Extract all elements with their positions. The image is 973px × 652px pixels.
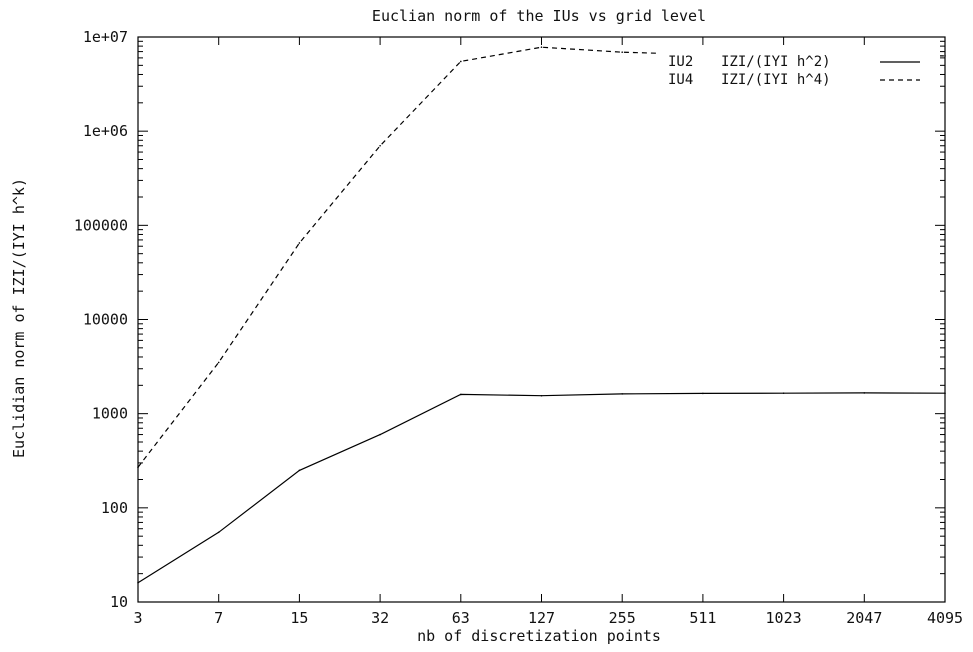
series-lines bbox=[137, 46, 946, 584]
x-tick-label: 4095 bbox=[927, 609, 963, 627]
data-point-iu2 bbox=[944, 392, 946, 394]
y-tick-label: 1e+07 bbox=[83, 28, 128, 46]
data-point-iu2 bbox=[217, 531, 220, 534]
data-point-iu4 bbox=[379, 144, 381, 147]
x-tick-label: 1023 bbox=[766, 609, 802, 627]
y-tick-label: 1000 bbox=[92, 405, 128, 423]
x-tick-label: 2047 bbox=[846, 609, 882, 627]
legend-background bbox=[658, 50, 940, 94]
data-point-iu2 bbox=[460, 393, 462, 396]
y-axis-label: Euclidian norm of IZI/(IYI h^k) bbox=[10, 178, 28, 458]
legend-series-name: IU2 bbox=[668, 54, 693, 70]
data-point-iu4 bbox=[460, 60, 462, 63]
x-tick-label: 15 bbox=[290, 609, 308, 627]
data-point-iu4 bbox=[217, 361, 220, 364]
legend-series-label: IZI/(IYI h^2) bbox=[721, 54, 831, 70]
x-tick-label: 32 bbox=[371, 609, 389, 627]
data-point-iu2 bbox=[298, 469, 301, 472]
series-line-iu4 bbox=[137, 46, 945, 468]
legend-series-label: IZI/(IYI h^4) bbox=[721, 72, 831, 88]
tick-marks bbox=[137, 36, 946, 603]
data-point-iu4 bbox=[137, 466, 139, 469]
y-tick-label: 10 bbox=[110, 593, 128, 611]
legend: IU2 IZI/(IYI h^2) IU4 IZI/(IYI h^4) bbox=[658, 50, 940, 94]
data-point-iu2 bbox=[137, 581, 139, 584]
data-point-iu4 bbox=[944, 55, 946, 57]
chart-title: Euclian norm of the IUs vs grid level bbox=[372, 7, 706, 25]
x-tick-label: 511 bbox=[689, 609, 716, 627]
data-point-iu4 bbox=[621, 51, 623, 53]
y-tick-label: 1e+06 bbox=[83, 122, 128, 140]
series-line-iu2 bbox=[137, 392, 946, 584]
plot-frame bbox=[137, 36, 946, 603]
y-tick-label: 100000 bbox=[74, 216, 128, 234]
y-tick-label: 100 bbox=[101, 499, 128, 517]
data-point-iu2 bbox=[621, 393, 623, 395]
data-point-iu2 bbox=[782, 392, 785, 394]
data-point-iu2 bbox=[863, 392, 866, 394]
data-point-iu4 bbox=[298, 242, 301, 244]
x-tick-label: 127 bbox=[528, 609, 555, 627]
x-tick-label: 255 bbox=[609, 609, 636, 627]
data-point-iu2 bbox=[540, 394, 543, 397]
x-tick-labels: 3 7 15 32 63 127 255 511 1023 2047 4095 bbox=[133, 609, 963, 627]
y-tick-labels: 10 100 1000 10000 100000 1e+06 1e+07 bbox=[74, 28, 128, 611]
x-axis-label: nb of discretization points bbox=[417, 627, 661, 645]
x-tick-label: 3 bbox=[133, 609, 142, 627]
y-tick-label: 10000 bbox=[83, 311, 128, 329]
x-tick-label: 63 bbox=[452, 609, 470, 627]
data-point-iu2 bbox=[702, 392, 704, 395]
data-point-iu4 bbox=[540, 46, 543, 48]
x-tick-label: 7 bbox=[214, 609, 223, 627]
data-point-iu2 bbox=[379, 433, 381, 436]
legend-series-name: IU4 bbox=[668, 72, 693, 88]
